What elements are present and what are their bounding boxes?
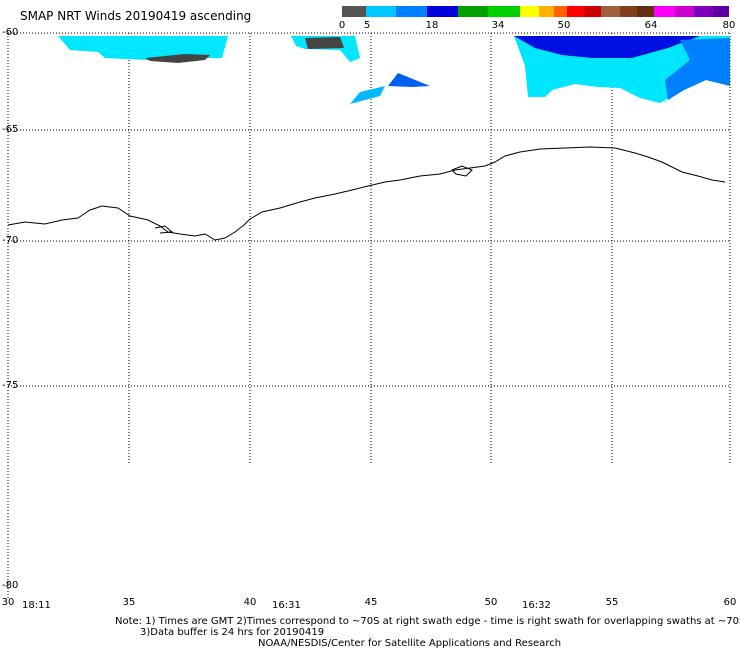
lat-label-70: -70 [2,235,19,246]
colorbar-tick-label: 18 [425,20,439,31]
lat-label-60: -60 [2,27,19,38]
colorbar-tick-label: 80 [722,20,736,31]
swath-time-1: 18:11 [22,600,51,611]
colorbar-tick-label: 64 [644,20,658,31]
colorbar-segment [457,6,489,17]
colorbar-segment [584,6,601,17]
colorbar-tick-label: 50 [557,20,571,31]
lon-label-45: 45 [364,597,378,608]
lon-label-40: 40 [243,597,257,608]
note-line-2: 3)Data buffer is 24 hrs for 20190419 [140,627,325,638]
lon-label-30: 30 [1,597,15,608]
wind-patch-small-blue [388,73,430,87]
colorbar-tick-label: 34 [491,20,505,31]
note-line-1: Note: 1) Times are GMT 2)Times correspon… [115,616,740,627]
land-patch-left [145,54,210,63]
colorbar-segment [619,6,637,17]
grid-lines [7,32,731,600]
colorbar-tick-label: 5 [363,20,371,31]
lon-label-55: 55 [605,597,619,608]
colorbar-segment [674,6,694,17]
colorbar-segment [365,6,397,17]
swath-time-3: 16:32 [522,600,551,611]
wind-patch-right-deep [514,36,700,58]
lat-label-65: -65 [2,124,19,135]
lat-label-75: -75 [2,380,19,391]
coastline-detail-2 [154,225,174,234]
colorbar-segment [519,6,539,17]
colorbar-segment [488,6,520,17]
colorbar-segment [653,6,675,17]
wind-swaths [58,36,730,104]
wind-patch-small-light [350,86,385,104]
colorbar-tick-label: 0 [338,20,346,31]
coastline [7,146,726,241]
colorbar-segment [426,6,458,17]
colorbar-segment [567,6,585,17]
wind-speed-colorbar [342,6,729,17]
swath-time-2: 16:31 [272,600,301,611]
note-line-3: NOAA/NESDIS/Center for Satellite Applica… [258,638,562,649]
colorbar-segment [636,6,654,17]
wind-patch-right-blue [665,38,730,100]
lon-label-50: 50 [484,597,498,608]
map-title: SMAP NRT Winds 20190419 ascending [20,9,252,23]
colorbar-segment [342,6,366,17]
colorbar-segment [693,6,713,17]
colorbar-segment [554,6,568,17]
land-patch-center [305,37,344,49]
colorbar-segment [712,6,729,17]
lon-label-60: 60 [723,597,737,608]
lat-label-80: -80 [2,580,19,591]
colorbar-segment [600,6,620,17]
colorbar-segment [396,6,427,17]
lon-label-35: 35 [122,597,136,608]
colorbar-segment [538,6,555,17]
coastline-detail [451,165,473,177]
